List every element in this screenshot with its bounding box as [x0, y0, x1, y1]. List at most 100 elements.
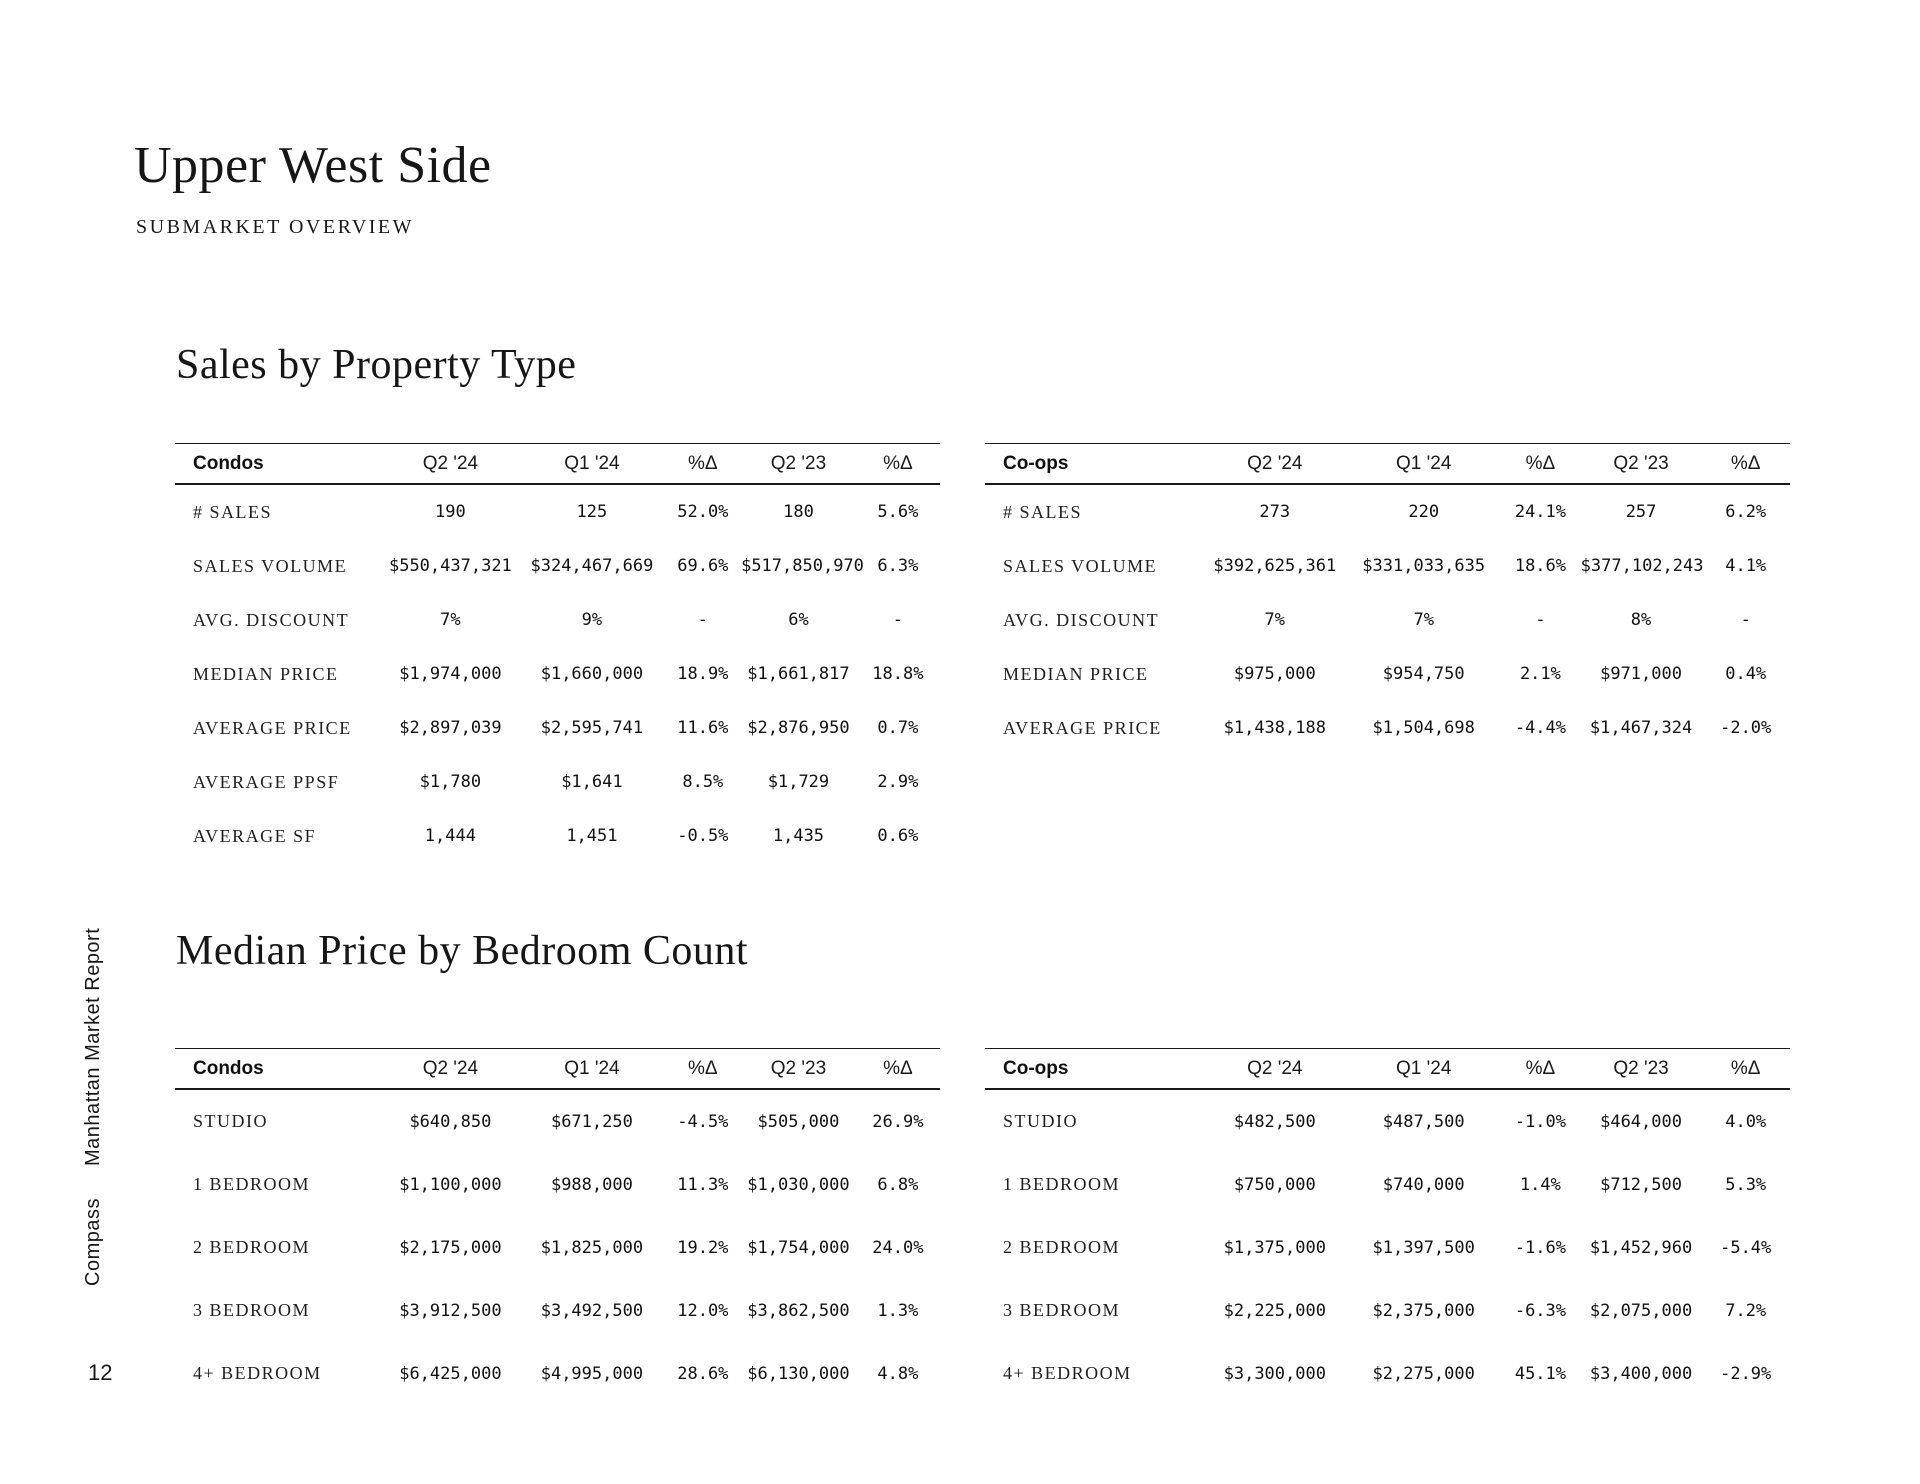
cell-value: $3,400,000	[1589, 1363, 1693, 1384]
cell-value: 1,451	[566, 826, 618, 846]
sales-condos-table: Condos Q2 '24 Q1 '24 %Δ Q2 '23 %Δ # SALES 190 12…	[175, 443, 940, 863]
table-row: AVG. DISCOUNT 7% 9% - 6% -	[175, 593, 940, 647]
cell-value: $324,467,669	[530, 556, 654, 576]
column-header: Q2 '23	[1613, 452, 1669, 474]
cell-value: 28.6%	[677, 1363, 729, 1384]
table-title: Condos	[193, 1057, 264, 1079]
table-header-row: Co-ops Q2 '24 Q1 '24 %Δ Q2 '23 %Δ	[985, 444, 1790, 485]
table-header-row: Co-ops Q2 '24 Q1 '24 %Δ Q2 '23 %Δ	[985, 1049, 1790, 1090]
cell-value: $2,225,000	[1223, 1300, 1326, 1321]
cell-value: 26.9%	[872, 1111, 924, 1132]
column-header: Q2 '23	[770, 1057, 827, 1079]
cell-value: 273	[1259, 502, 1291, 522]
cell-value: $550,437,321	[388, 556, 512, 576]
section-heading-median-price-by-bedroom-count: Median Price by Bedroom Count	[176, 928, 749, 974]
cell-value: $1,375,000	[1223, 1237, 1326, 1258]
cell-value: $975,000	[1233, 664, 1316, 684]
row-label: MEDIAN PRICE	[1003, 663, 1149, 684]
cell-value: $517,850,970	[741, 556, 864, 576]
table-header-row: Condos Q2 '24 Q1 '24 %Δ Q2 '23 %Δ	[175, 1049, 940, 1090]
table-row: 3 BEDROOM $2,225,000 $2,375,000 -6.3% $2,075…	[985, 1279, 1790, 1342]
row-label: STUDIO	[1003, 1111, 1078, 1131]
cell-value: 0.7%	[877, 718, 919, 738]
section-heading-sales-by-property-type: Sales by Property Type	[176, 342, 577, 388]
cell-value: $1,397,500	[1372, 1237, 1475, 1258]
table-row: # SALES 273 220 24.1% 257 6.2%	[985, 485, 1790, 539]
table-row: 1 BEDROOM $750,000 $740,000 1.4% $712,500 5.3…	[985, 1153, 1790, 1216]
bedroom-coops-table: Co-ops Q2 '24 Q1 '24 %Δ Q2 '23 %Δ STUDIO $482,5…	[985, 1048, 1790, 1405]
sales-coops-table: Co-ops Q2 '24 Q1 '24 %Δ Q2 '23 %Δ # SALES 273 22…	[985, 443, 1790, 755]
cell-value: $988,000	[550, 1174, 633, 1195]
row-label: SALES VOLUME	[1003, 555, 1158, 576]
table-row: STUDIO $640,850 $671,250 -4.5% $505,000 26.9%	[175, 1090, 940, 1153]
page-subtitle: SUBMARKET OVERVIEW	[136, 216, 415, 238]
column-header: Q1 '24	[564, 1057, 620, 1079]
cell-value: 7.2%	[1725, 1300, 1767, 1321]
cell-value: -2.0%	[1720, 718, 1772, 738]
cell-value: 1.4%	[1519, 1174, 1561, 1195]
cell-value: $2,375,000	[1372, 1300, 1475, 1321]
cell-value: 18.9%	[677, 664, 729, 684]
sidebar-report-name: Manhattan Market Report	[82, 927, 104, 1166]
cell-value: $971,000	[1600, 664, 1682, 684]
cell-value: 2.9%	[877, 772, 919, 792]
cell-value: 5.3%	[1725, 1174, 1767, 1195]
row-label: # SALES	[193, 501, 273, 522]
table-row: 3 BEDROOM $3,912,500 $3,492,500 12.0% $3,862…	[175, 1279, 940, 1342]
cell-value: $1,729	[767, 772, 830, 792]
row-label: 3 BEDROOM	[193, 1300, 311, 1320]
cell-value: $1,661,817	[747, 664, 850, 684]
cell-value: $2,275,000	[1372, 1363, 1475, 1384]
cell-value: $1,438,188	[1223, 718, 1326, 738]
cell-value: $377,102,243	[1580, 556, 1704, 576]
row-label: AVG. DISCOUNT	[193, 609, 350, 630]
cell-value: -1.6%	[1514, 1237, 1567, 1258]
table-title: Condos	[193, 452, 264, 474]
cell-value: $331,033,635	[1362, 556, 1486, 576]
cell-value: 1,435	[772, 826, 825, 846]
cell-value: 6.2%	[1725, 502, 1767, 522]
cell-value: -	[892, 610, 904, 630]
cell-value: -4.5%	[677, 1111, 729, 1132]
table-row: AVERAGE PRICE $2,897,039 $2,595,741 11.6% $2…	[175, 701, 940, 755]
cell-value: $954,750	[1382, 664, 1465, 684]
cell-value: 1.3%	[877, 1300, 919, 1321]
cell-value: -5.4%	[1720, 1237, 1772, 1258]
cell-value: 0.6%	[877, 826, 919, 846]
cell-value: 125	[576, 502, 608, 522]
column-header: %Δ	[883, 452, 913, 474]
table-row: 2 BEDROOM $2,175,000 $1,825,000 19.2% $1,754…	[175, 1216, 940, 1279]
cell-value: $1,467,324	[1589, 718, 1693, 738]
column-header: %Δ	[1525, 1057, 1556, 1079]
cell-value: 52.0%	[677, 502, 729, 522]
table-row: MEDIAN PRICE $975,000 $954,750 2.1% $971,000…	[985, 647, 1790, 701]
sidebar-brand: Compass	[82, 1198, 104, 1286]
cell-value: $464,000	[1600, 1111, 1682, 1132]
cell-value: 6%	[788, 610, 809, 630]
cell-value: 18.8%	[872, 664, 924, 684]
cell-value: 0.4%	[1725, 664, 1767, 684]
cell-value: 180	[783, 502, 814, 522]
table-row: STUDIO $482,500 $487,500 -1.0% $464,000 4.0%	[985, 1090, 1790, 1153]
column-header: Q2 '24	[422, 452, 479, 474]
page-number: 12	[88, 1360, 113, 1385]
table-row: AVERAGE PPSF $1,780 $1,641 8.5% $1,729 2.9%	[175, 755, 940, 809]
cell-value: $740,000	[1382, 1174, 1465, 1195]
row-label: STUDIO	[193, 1111, 268, 1131]
row-label: AVG. DISCOUNT	[1003, 609, 1160, 630]
cell-value: $671,250	[550, 1111, 633, 1132]
row-label: AVERAGE SF	[193, 825, 317, 846]
cell-value: -	[697, 610, 708, 630]
cell-value: $1,974,000	[399, 664, 502, 684]
cell-value: 12.0%	[677, 1300, 729, 1321]
cell-value: 7%	[1413, 610, 1434, 630]
cell-value: $1,504,698	[1372, 718, 1475, 738]
column-header: %Δ	[1525, 452, 1556, 474]
cell-value: $1,641	[561, 772, 623, 792]
table-row: AVG. DISCOUNT 7% 7% - 8% -	[985, 593, 1790, 647]
table-row: 1 BEDROOM $1,100,000 $988,000 11.3% $1,030,0…	[175, 1153, 940, 1216]
cell-value: $1,100,000	[399, 1174, 502, 1195]
cell-value: 190	[435, 502, 466, 522]
row-label: AVERAGE PPSF	[193, 771, 340, 792]
column-header: Q2 '24	[1247, 1057, 1303, 1079]
